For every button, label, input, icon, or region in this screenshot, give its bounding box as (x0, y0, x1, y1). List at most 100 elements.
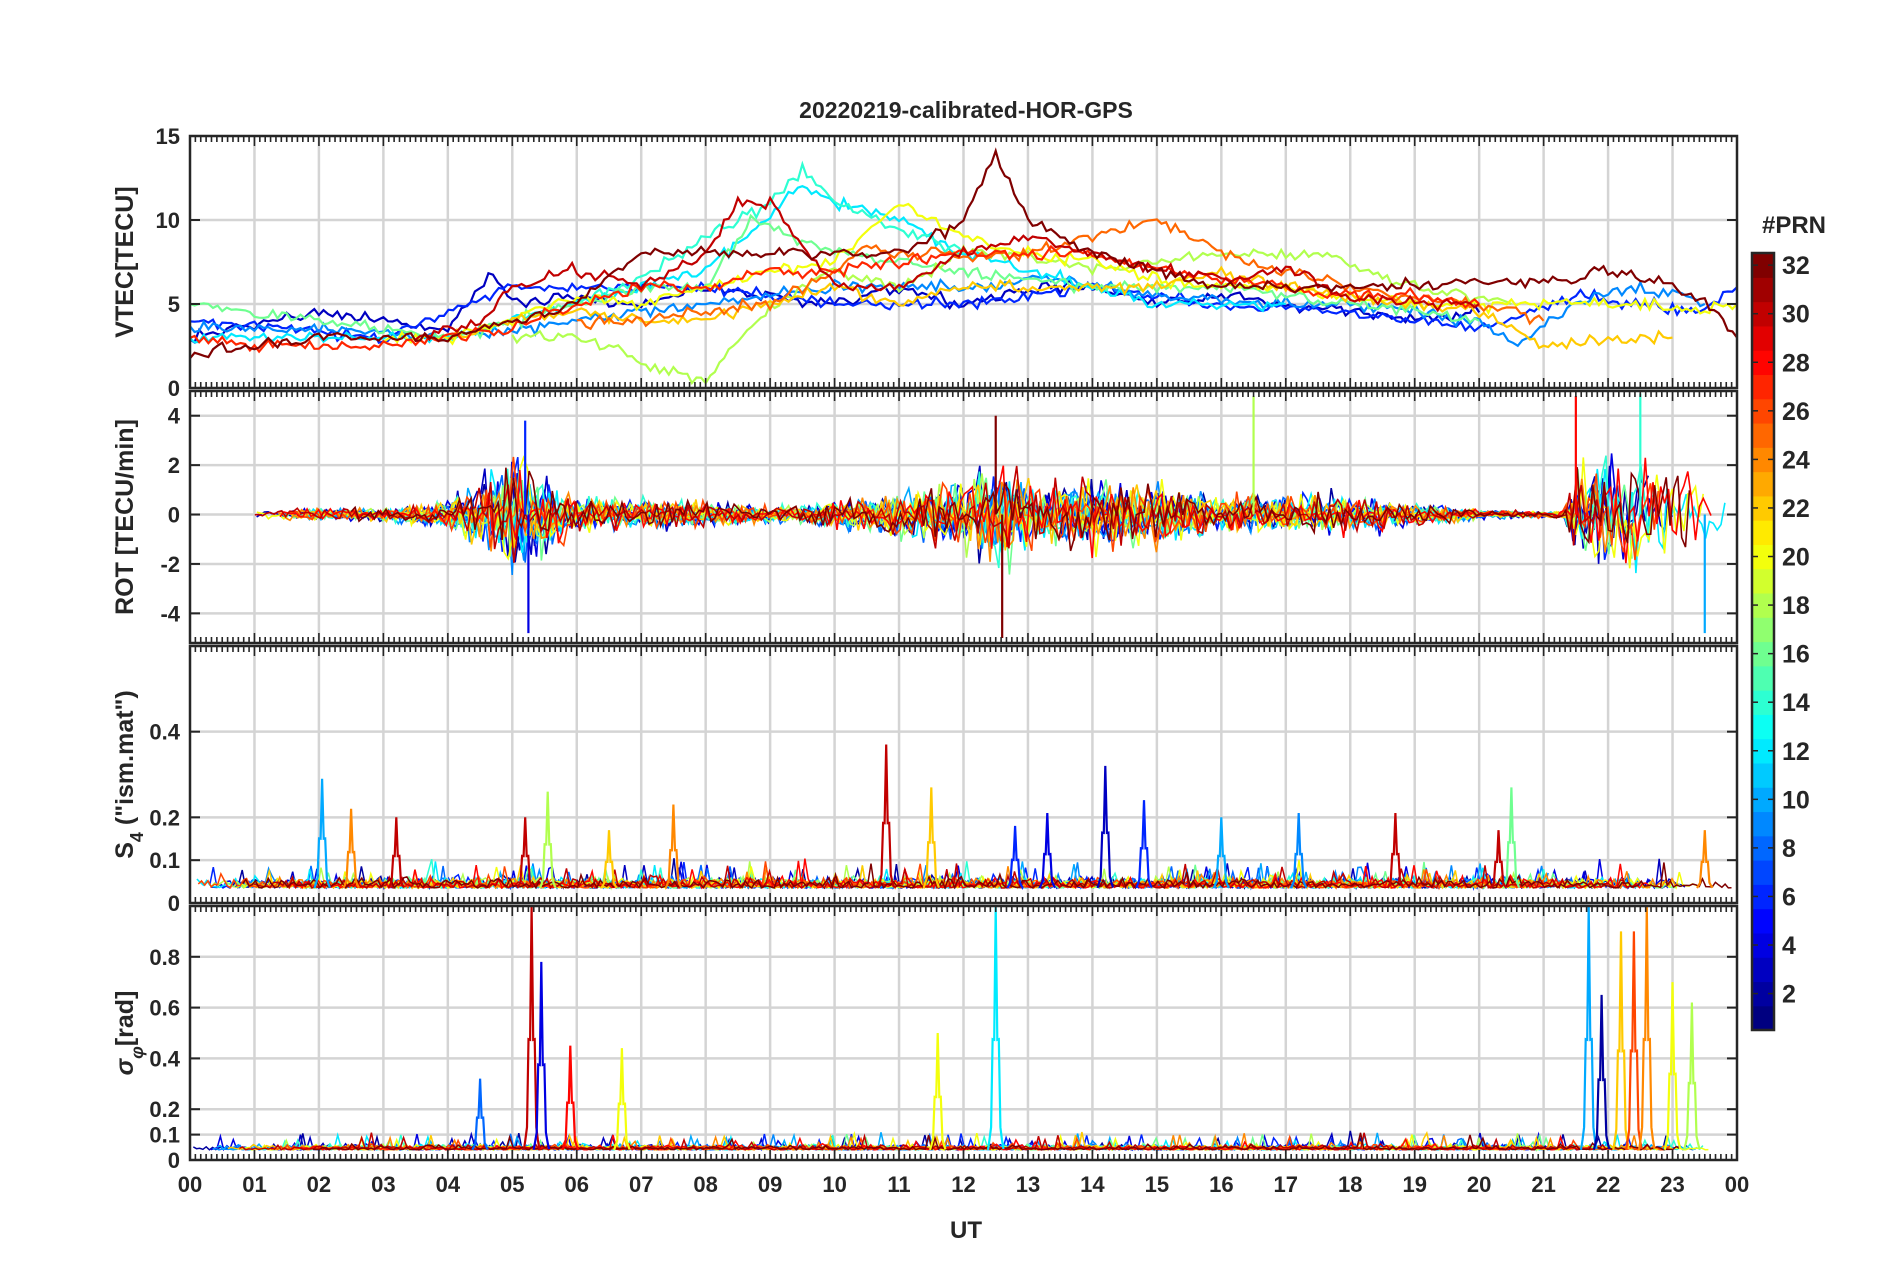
s4-peak-1 (342, 808, 360, 889)
colorbar-swatch (1752, 253, 1774, 278)
colorbar-swatch (1752, 811, 1774, 837)
x-tick-label: 15 (1145, 1172, 1169, 1197)
y-tick-label: 5 (168, 292, 180, 317)
s4-peak-8 (922, 787, 941, 889)
x-tick-label: 06 (565, 1172, 589, 1197)
rot-series-prn-32 (350, 467, 1691, 552)
colorbar-swatch (1752, 884, 1774, 910)
panel-sigma_phi: 00.10.2 0.4 0.6 0.8σφ[rad] (111, 904, 1739, 1173)
colorbar-swatch (1752, 325, 1774, 351)
colorbar-swatch (1752, 665, 1774, 691)
colorbar-swatch (1752, 592, 1774, 618)
plot-area (192, 906, 1709, 1153)
x-tick-label: 09 (758, 1172, 782, 1197)
y-tick-label: 0 (168, 376, 180, 401)
x-ticks (189, 136, 1738, 388)
plot-area (190, 147, 1737, 385)
colorbar-swatch (1752, 738, 1774, 764)
s4-peak-3 (516, 817, 534, 889)
x-tick-label: 20 (1467, 1172, 1491, 1197)
colorbar-swatch (1752, 981, 1774, 1007)
colorbar-swatch (1752, 1005, 1774, 1031)
x-tick-label: 13 (1016, 1172, 1040, 1197)
sigma_phi-peak-6 (986, 906, 1005, 1150)
s4-peak-7 (877, 744, 895, 889)
colorbar-swatch (1752, 641, 1774, 667)
y-axis-label-s4: S4 ("ism.mat") (111, 690, 147, 859)
colorbar-swatch (1752, 544, 1774, 570)
x-tick-label: 12 (951, 1172, 975, 1197)
s4-peak-2 (387, 817, 405, 889)
sigma_phi-peak-5 (928, 1032, 947, 1151)
colorbar-tick-label: 24 (1782, 446, 1810, 474)
vtec-series-prn-20 (382, 202, 1737, 346)
y-axis-label-rot: ROT [TECU/min] (111, 419, 139, 615)
s4-peak-11 (1096, 765, 1115, 889)
s4-peak-0 (313, 778, 331, 889)
x-tick-label: 16 (1209, 1172, 1233, 1197)
colorbar-tick-label: 4 (1782, 932, 1796, 960)
x-tick-label: 17 (1274, 1172, 1298, 1197)
colorbar-swatch (1752, 398, 1774, 424)
colorbar-tick-label: 26 (1782, 398, 1810, 426)
sigma_phi-peak-9 (1612, 931, 1630, 1150)
colorbar-swatch (1752, 495, 1774, 521)
y-tick-label: 0 (168, 891, 180, 916)
x-axis-label: UT (950, 1217, 982, 1244)
y-tick-label: 0 (168, 503, 180, 528)
x-tick-label: 11 (887, 1172, 910, 1197)
y-tick-label: -2 (160, 552, 180, 577)
s4-series-prn-32 (242, 862, 1732, 891)
colorbar-swatch (1752, 617, 1774, 643)
s4-peak-18 (1696, 830, 1714, 889)
y-tick-label: 0.1 (149, 848, 180, 873)
x-tick-label: 21 (1531, 1172, 1555, 1197)
s4-peak-15 (1386, 812, 1405, 889)
colorbar-tick-label: 16 (1782, 641, 1810, 669)
y-axis-label-sigma_phi: σφ[rad] (111, 991, 147, 1076)
y-tick-label: 0.2 (149, 805, 180, 830)
vtec-series-prn-27 (190, 244, 1480, 354)
sigma_phi-peak-13 (1683, 1002, 1701, 1151)
colorbar-tick-label: 30 (1782, 301, 1810, 329)
grid (190, 646, 1737, 903)
vtec-series-prn-6 (190, 280, 1737, 344)
y-tick-label: 4 (168, 404, 181, 429)
y-tick-label: 15 (156, 124, 180, 149)
y-tick-label: 10 (156, 208, 180, 233)
colorbar-tick-label: 10 (1782, 786, 1810, 814)
x-tick-label: 03 (371, 1172, 395, 1197)
x-tick-label: 18 (1338, 1172, 1362, 1197)
colorbar-swatch (1752, 422, 1774, 448)
colorbar-swatch (1752, 860, 1774, 885)
colorbar-swatch (1752, 520, 1774, 545)
vtec-series-prn-32 (190, 147, 1737, 360)
x-tick-label: 00 (1725, 1172, 1749, 1197)
x-tick-label: 01 (242, 1172, 266, 1197)
vtec-series-prn-30 (414, 195, 1480, 342)
x-axis: 00 01 02 03 04 05 06 07 08 09 10 11 12 13 14 15 16 17 18 19… (178, 1172, 1749, 1244)
colorbar-swatch (1752, 301, 1774, 327)
vtec-series-prn-18 (511, 244, 1512, 385)
sigma_phi-series-prn-32 (312, 1132, 1680, 1151)
vtec-series-prn-14 (576, 160, 965, 306)
panel-rot: -4 -2 0 2 4 ROT [TECU/min] (111, 389, 1739, 645)
sigma_phi-peak-7 (1579, 906, 1598, 1150)
sigma_phi-peak-8 (1592, 994, 1611, 1151)
colorbar-tick-label: 32 (1782, 252, 1810, 280)
figure-title: 20220219-calibrated-HOR-GPS (799, 97, 1133, 123)
sigma_phi-peak-11 (1637, 906, 1656, 1150)
y-axis-label-vtec: VTEC[TECU] (111, 186, 139, 337)
s4-peak-12 (1135, 800, 1153, 889)
sigma_phi-peak-0 (471, 1078, 489, 1151)
y-tick-label: 0.1 (149, 1123, 180, 1148)
colorbar-swatch (1752, 714, 1774, 740)
s4-peak-13 (1212, 817, 1231, 889)
x-tick-label: 19 (1402, 1172, 1426, 1197)
plot-area (196, 744, 1732, 891)
colorbar-tick-label: 8 (1782, 835, 1796, 863)
colorbar-swatch (1752, 932, 1774, 958)
sigma_phi-peak-2 (532, 961, 551, 1151)
colorbar-tick-label: 20 (1782, 544, 1810, 572)
